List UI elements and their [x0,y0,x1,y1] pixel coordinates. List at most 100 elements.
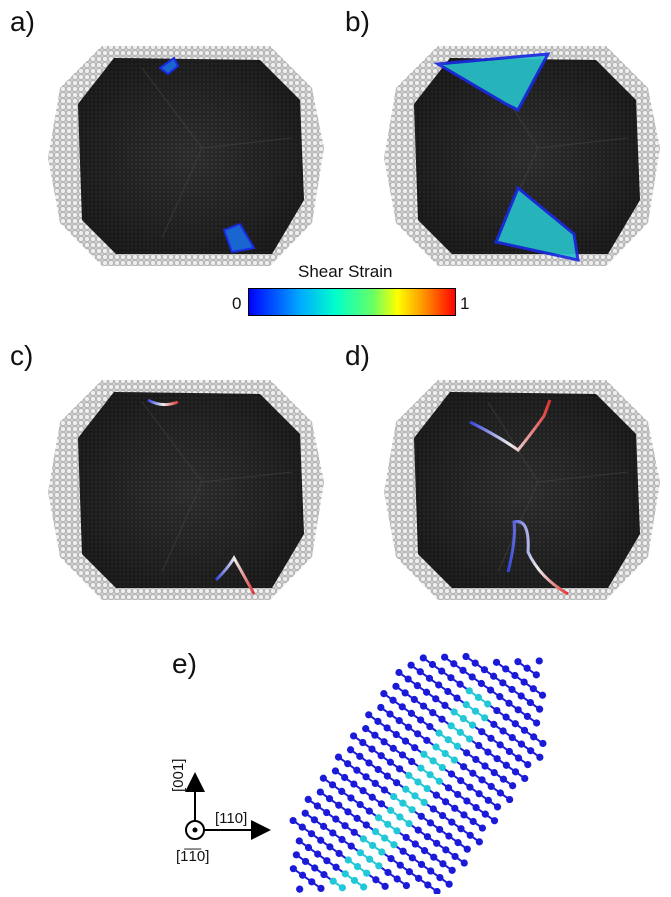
lattice-atom [514,658,522,666]
lattice-atom [401,689,409,697]
lattice-atom [344,808,352,816]
lattice-atom [307,830,316,838]
lattice-atom [430,853,438,861]
lattice-atom [517,740,526,748]
lattice-atom [474,693,483,702]
lattice-atom [317,836,325,844]
lattice-atom [380,738,388,746]
lattice-atom [475,838,483,846]
lattice-atom [468,721,477,729]
lattice-atom [444,736,452,744]
lattice-atom [374,814,383,822]
lattice-atom [353,862,362,871]
lattice-atom [447,770,456,778]
lattice-atom [338,884,346,892]
lattice-atom [392,682,400,690]
lattice-atom [313,802,322,810]
lattice-atom [493,755,501,763]
lattice-atom [490,672,498,680]
lattice-atom [459,666,467,674]
lattice-atom [451,804,459,812]
lattice-atom [375,862,383,870]
lattice-atom [492,658,501,666]
lattice-atom [493,706,501,715]
lattice-atom [359,738,367,747]
lattice-atom [454,839,462,847]
lattice-atom [359,835,368,843]
lattice-atom [392,730,400,739]
lattice-atom [505,747,513,756]
dislocation-line-top [147,398,179,407]
lattice-atom [417,860,426,869]
lattice-atom [381,882,389,890]
lattice-atom [396,813,404,821]
lattice-atom [532,671,540,679]
lattice-atom [478,728,486,736]
lattice-atom [328,781,337,789]
lattice-atom [530,733,538,741]
lattice-atom [514,754,523,762]
lattice-atom [360,883,368,891]
panel-e-atomic-lattice [289,652,547,894]
lattice-atom [441,749,449,758]
lattice-atom [396,765,404,773]
lattice-atom [511,720,519,728]
lattice-atom [377,703,385,712]
lattice-atom [362,725,370,733]
lattice-atom [447,722,455,730]
lattice-atom [445,832,453,840]
lattice-atom [509,782,517,790]
lattice-atom [410,695,418,704]
lattice-atom [390,792,398,801]
lattice-atom [365,711,373,719]
lattice-atom [432,695,440,703]
lattice-atom [417,764,425,772]
lattice-atom [366,855,374,863]
lattice-atom [436,873,444,882]
lattice-atom [404,723,413,731]
panel-b-void-image [384,46,660,266]
lattice-atom [380,690,388,698]
lattice-atom [451,852,459,861]
lattice-atom [433,839,441,847]
lattice-atom [472,755,480,764]
lattice-atom [448,818,456,826]
lattice-atom [371,827,380,836]
lattice-atom [402,785,410,793]
lattice-atom [401,737,410,745]
lattice-atom [490,768,498,777]
panel-label-b: b) [345,6,370,37]
lattice-atom [350,828,358,836]
lattice-atom [393,875,401,883]
lattice-atom [407,661,415,669]
lattice-atom [399,847,407,855]
lattice-atom [469,817,477,826]
lattice-atom [415,874,423,882]
lattice-atom [377,800,386,808]
lattice-atom [429,805,437,813]
lattice-atom [535,657,543,665]
lattice-atom [453,742,462,750]
lattice-atom [436,825,444,834]
lattice-atom [502,665,510,673]
lattice-atom [368,745,376,753]
lattice-atom [325,795,334,803]
lattice-atom [480,666,489,674]
lattice-atom [426,819,435,827]
lattice-atom [533,719,541,727]
lattice-atom [380,786,389,794]
lattice-atom [438,715,446,723]
lattice-atom [465,735,474,743]
lattice-atom [511,671,519,680]
lattice-atom [402,881,411,890]
lattice-atom [323,857,331,865]
lattice-atom [338,835,346,844]
lattice-atom [420,847,429,855]
lattice-atom [505,699,513,707]
panel-label-d: d) [345,340,370,371]
lattice-atom [490,817,499,825]
lattice-atom [439,860,447,868]
lattice-atom [429,757,437,765]
lattice-atom [426,771,434,779]
lattice-atom [487,782,495,791]
